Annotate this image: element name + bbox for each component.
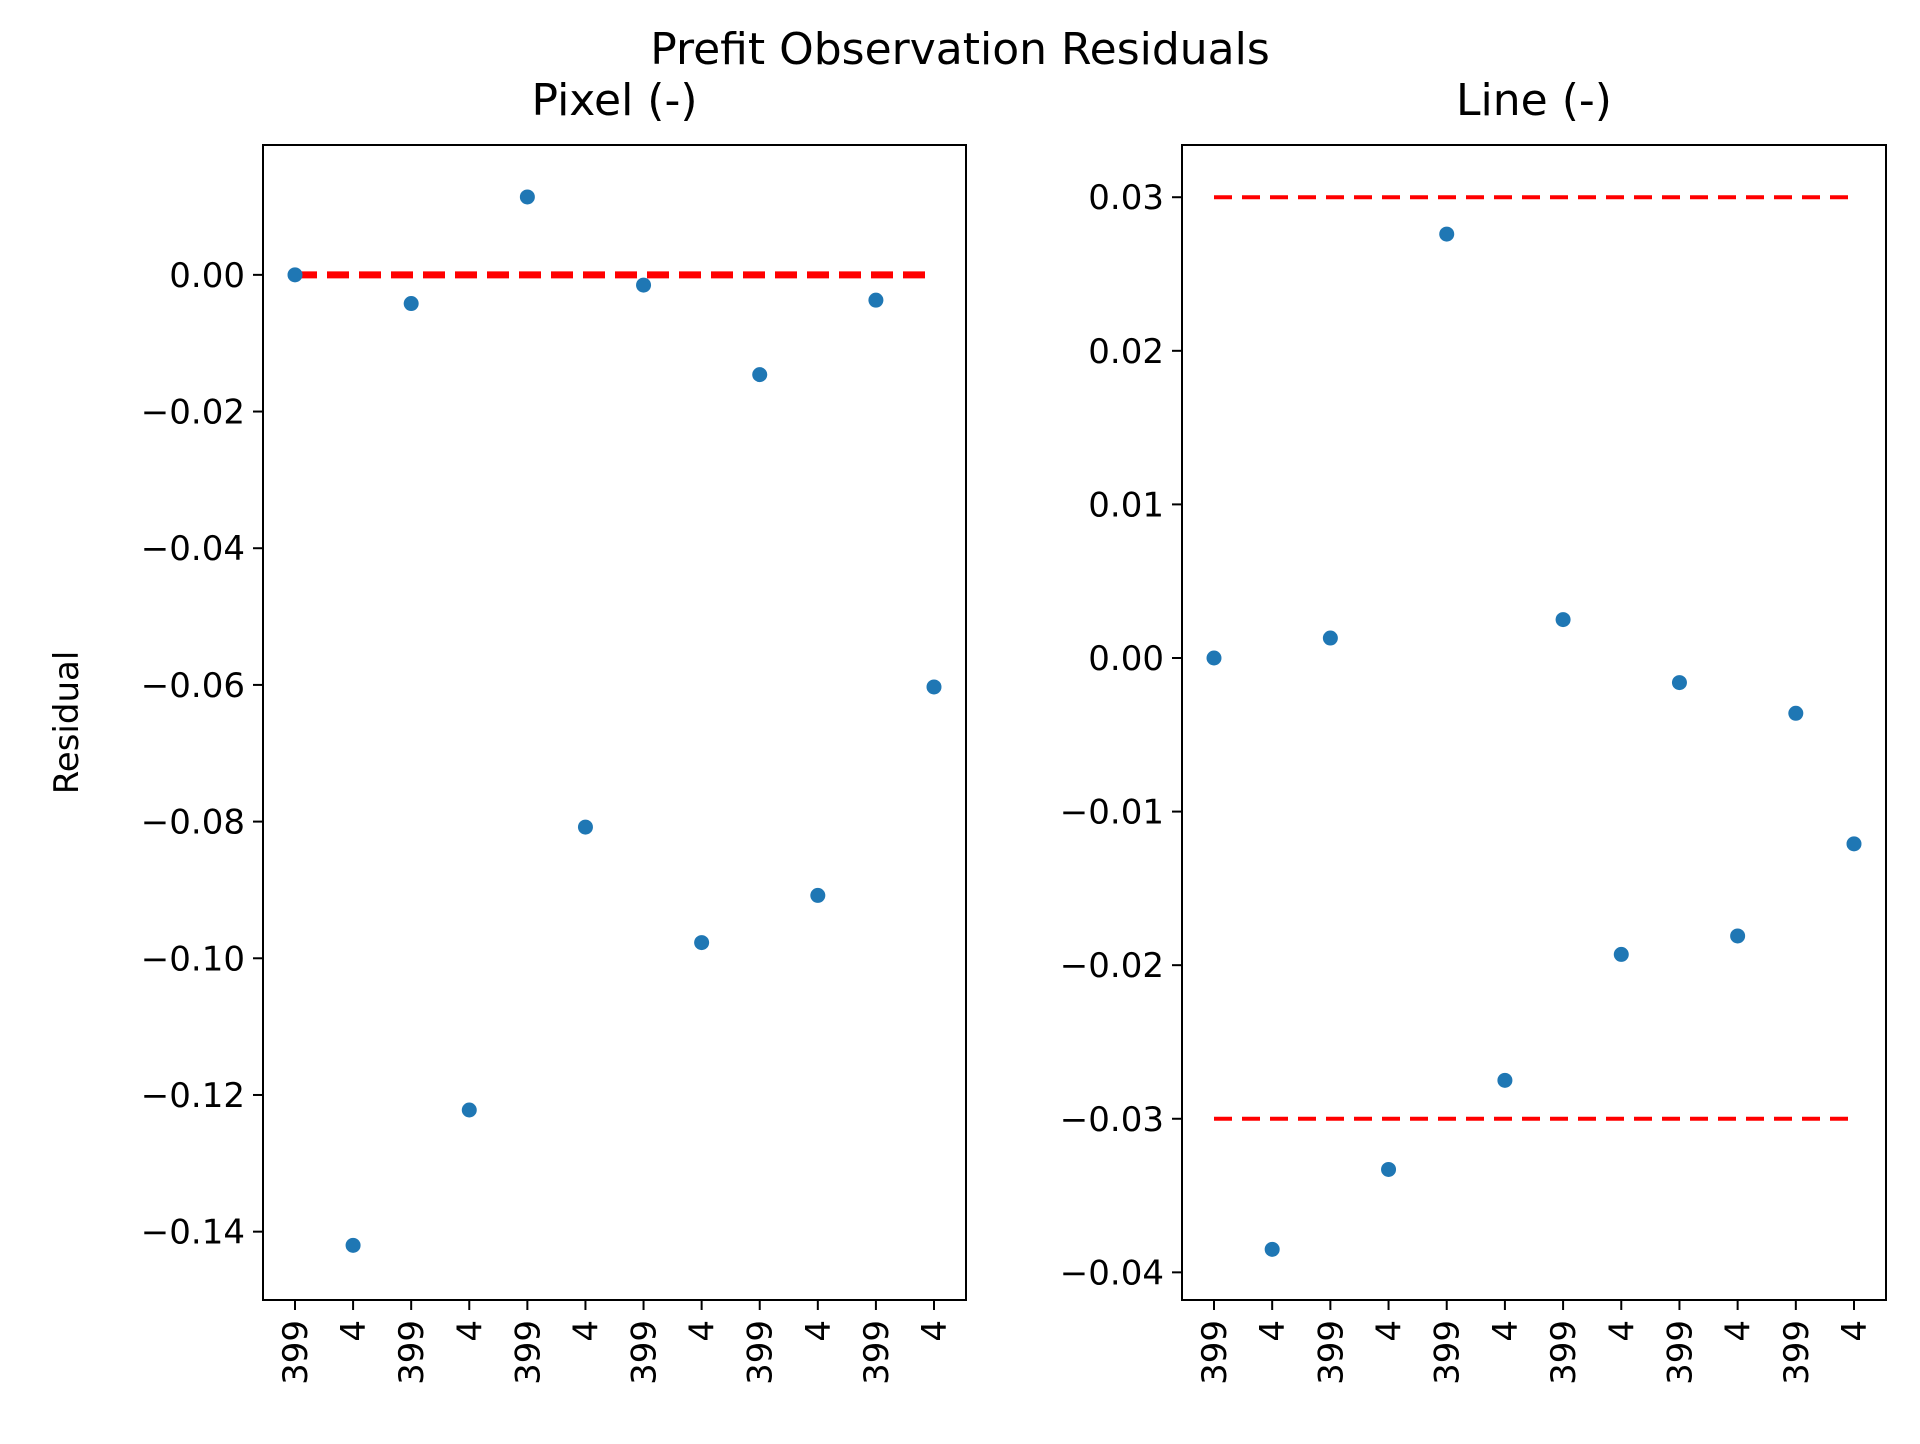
panel1-xtick-label: 399 xyxy=(857,1320,897,1385)
panel1-point xyxy=(461,1102,477,1118)
panel1-point xyxy=(403,296,419,312)
panel2-ytick-label: −0.01 xyxy=(1060,793,1164,833)
panel2-ytick-label: 0.01 xyxy=(1088,485,1164,525)
panel2-xtick-label: 399 xyxy=(1777,1320,1817,1385)
panel1-frame xyxy=(262,144,967,1301)
panel1-ytick-label: −0.04 xyxy=(141,529,245,569)
panel2-point xyxy=(1846,836,1862,852)
panel1-ylabel: Residual xyxy=(47,651,87,795)
panel2-xtick-label: 4 xyxy=(1486,1320,1526,1342)
panel2-xtick-label: 4 xyxy=(1370,1320,1410,1342)
panel2-ytick-label: 0.03 xyxy=(1088,178,1164,218)
panel2-point xyxy=(1439,226,1455,242)
panel1-point xyxy=(752,367,768,383)
panel1-xtick-label: 399 xyxy=(276,1320,316,1385)
panel1-xtick-label: 4 xyxy=(683,1320,723,1342)
panel1-ytick-label: −0.02 xyxy=(141,393,245,433)
panel1-xtick-label: 4 xyxy=(334,1320,374,1342)
panel1-xtick-label: 4 xyxy=(450,1320,490,1342)
panel1-point xyxy=(636,277,652,293)
panel2-xtick-label: 4 xyxy=(1253,1320,1293,1342)
panel1-point xyxy=(345,1237,361,1253)
panel2-ytick-label: 0.00 xyxy=(1088,639,1164,679)
panel1-xtick-label: 399 xyxy=(392,1320,432,1385)
panel2-point xyxy=(1555,612,1571,628)
panel2-ytick-label: −0.03 xyxy=(1060,1100,1164,1140)
panel2-xtick-label: 4 xyxy=(1602,1320,1642,1342)
panel2-xtick-label: 4 xyxy=(1719,1320,1759,1342)
panel2-frame xyxy=(1181,144,1887,1301)
panel1-point xyxy=(926,679,942,695)
panel1-xtick-label: 399 xyxy=(625,1320,665,1385)
panel2-xtick-label: 399 xyxy=(1428,1320,1468,1385)
panel1-ytick-label: 0.00 xyxy=(169,256,245,296)
panel2-point xyxy=(1788,705,1804,721)
panel1-xtick-label: 4 xyxy=(799,1320,839,1342)
panel1-xtick-label: 399 xyxy=(741,1320,781,1385)
panel2-xtick-label: 399 xyxy=(1311,1320,1351,1385)
panel2-xtick-label: 399 xyxy=(1660,1320,1700,1385)
panel2-point xyxy=(1613,946,1629,962)
panel1-point xyxy=(810,887,826,903)
panel2-xtick-label: 399 xyxy=(1195,1320,1235,1385)
panel2-xtick-label: 4 xyxy=(1835,1320,1875,1342)
panel2-point xyxy=(1730,928,1746,944)
panel1-point xyxy=(287,267,303,283)
panel2-point xyxy=(1322,630,1338,646)
panel2-ytick-label: −0.04 xyxy=(1060,1253,1164,1293)
panel1-ytick-label: −0.06 xyxy=(141,666,245,706)
panel2-xtick-label: 399 xyxy=(1544,1320,1584,1385)
panel1-point xyxy=(577,819,593,835)
panel2-point xyxy=(1671,675,1687,691)
panel1-ytick-label: −0.10 xyxy=(141,939,245,979)
panel1-title: Pixel (-) xyxy=(532,75,698,126)
panel1-ytick-label: −0.14 xyxy=(141,1213,245,1253)
panel1-point xyxy=(694,935,710,951)
panel1-ytick-label: −0.12 xyxy=(141,1076,245,1116)
panel1-point xyxy=(868,292,884,308)
panel1-ytick-label: −0.08 xyxy=(141,803,245,843)
panel2-point xyxy=(1497,1072,1513,1088)
panel2-ytick-label: −0.02 xyxy=(1060,946,1164,986)
panel1-point xyxy=(519,189,535,205)
panel1-xtick-label: 4 xyxy=(566,1320,606,1342)
panel2-title: Line (-) xyxy=(1456,75,1612,126)
panel2-point xyxy=(1206,650,1222,666)
figure-title: Prefit Observation Residuals xyxy=(650,24,1270,75)
panel1-xtick-label: 399 xyxy=(508,1320,548,1385)
panel1-xtick-label: 4 xyxy=(915,1320,955,1342)
panel2-point xyxy=(1264,1241,1280,1257)
panel2-ytick-label: 0.02 xyxy=(1088,332,1164,372)
panel2-point xyxy=(1381,1161,1397,1177)
